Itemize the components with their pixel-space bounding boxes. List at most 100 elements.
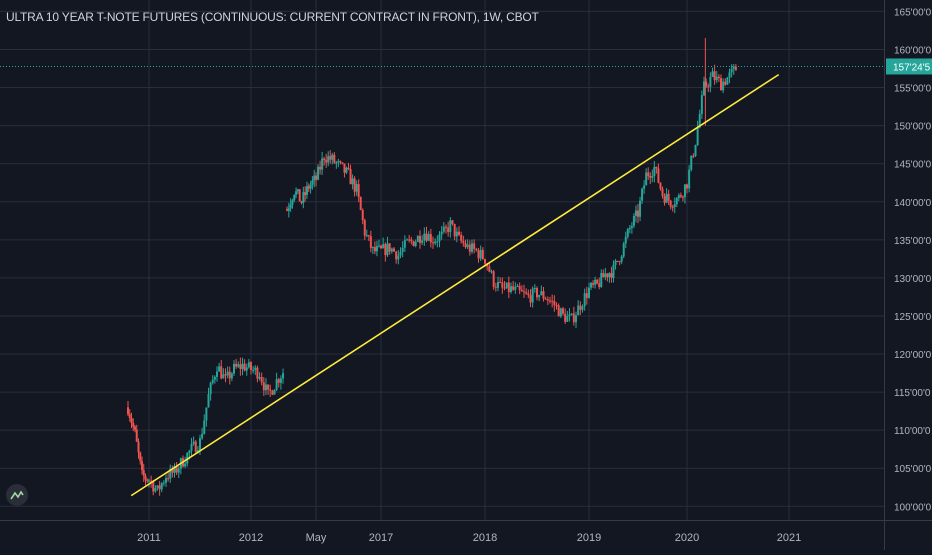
candle-body: [557, 305, 560, 317]
candle-body: [566, 316, 569, 322]
candle-body: [296, 189, 299, 192]
candle-body: [341, 162, 344, 164]
y-tick-label: 140'00'0: [894, 198, 932, 209]
y-tick-label: 145'00'0: [894, 160, 932, 171]
candle-body: [127, 407, 129, 415]
candle-body: [220, 366, 223, 379]
candle-body: [311, 180, 314, 185]
candle-body: [399, 252, 402, 256]
candle-body: [414, 241, 417, 246]
candle-body: [553, 300, 556, 306]
candle-body: [594, 279, 597, 285]
candle-body: [427, 234, 430, 241]
candle-body: [490, 271, 493, 273]
candle-body: [412, 241, 415, 246]
candle-body: [622, 243, 625, 257]
candle-body: [135, 429, 138, 442]
candle-body: [585, 293, 588, 298]
candle-body: [130, 417, 133, 423]
candle-body: [277, 379, 280, 383]
tradingview-logo-icon[interactable]: [6, 484, 28, 506]
candle-body: [213, 376, 216, 380]
y-tick-label: 135'00'0: [894, 236, 932, 247]
candle-body: [177, 468, 180, 473]
candle-body: [141, 461, 143, 471]
candle-body: [568, 314, 571, 317]
candle-body: [630, 225, 633, 228]
candle-body: [479, 249, 482, 259]
candle-body: [373, 247, 376, 252]
candle-body: [477, 250, 480, 259]
candle-body: [501, 282, 504, 288]
candle-body: [475, 248, 478, 251]
candle-body: [421, 240, 424, 243]
candle-body: [468, 244, 471, 252]
y-tick-label: 110'00'0: [894, 426, 931, 437]
candle-body: [388, 243, 391, 252]
candle-body: [669, 200, 672, 207]
candle-body: [549, 300, 551, 302]
candle-body: [339, 161, 342, 163]
candle-body: [559, 308, 562, 317]
candle-body: [683, 184, 686, 198]
candle-body: [709, 77, 712, 87]
candle-body: [700, 95, 703, 114]
y-tick-label: 125'00'0: [894, 312, 932, 323]
candle-body: [146, 479, 149, 481]
candle-body: [305, 186, 308, 196]
candle-body: [525, 292, 528, 294]
candle-body: [724, 81, 727, 85]
candle-body: [384, 244, 387, 256]
candle-body: [659, 182, 662, 189]
candle-body: [694, 144, 697, 156]
candle-body: [536, 288, 538, 298]
candle-body: [286, 209, 288, 211]
candle-body: [380, 245, 382, 249]
y-tick-label: 165'00'0: [894, 7, 932, 18]
candle-body: [302, 192, 305, 203]
candle-body: [643, 185, 646, 189]
candle-body: [343, 163, 346, 173]
candle-body: [408, 239, 411, 241]
candle-body: [665, 193, 668, 203]
candle-body: [241, 363, 244, 369]
candle-body: [291, 200, 294, 205]
candle-body: [527, 293, 530, 296]
candle-body: [165, 478, 167, 483]
candle-body: [481, 249, 484, 260]
candle-body: [357, 184, 360, 198]
candle-body: [319, 166, 322, 170]
candle-body: [455, 231, 458, 237]
candle-body: [171, 468, 174, 473]
candle-body: [518, 285, 521, 290]
candle-body: [167, 478, 170, 480]
candle-body: [715, 76, 718, 81]
candle-body: [258, 377, 261, 379]
candle-body: [211, 379, 214, 383]
candle-body: [205, 407, 208, 421]
y-tick-label: 155'00'0: [894, 84, 932, 95]
candle-body: [655, 166, 658, 169]
candle-body: [612, 264, 615, 278]
last-price-label: 157'24'5: [893, 62, 931, 73]
candle-body: [329, 156, 332, 160]
candle-body: [614, 260, 617, 265]
candle-body: [681, 196, 684, 198]
candle-body: [230, 373, 233, 379]
candle-body: [386, 243, 389, 256]
candle-body: [523, 291, 525, 293]
candle-body: [512, 286, 515, 290]
candle-body: [199, 438, 201, 451]
candle-body: [134, 426, 136, 430]
candle-body: [363, 220, 366, 236]
candle-body: [703, 81, 705, 96]
candle-body: [540, 291, 543, 295]
candle-body: [675, 198, 678, 205]
candle-body: [369, 236, 372, 248]
candle-body: [604, 273, 607, 278]
candle-body: [419, 236, 421, 243]
candle-body: [637, 210, 639, 217]
candle-body: [307, 186, 310, 189]
